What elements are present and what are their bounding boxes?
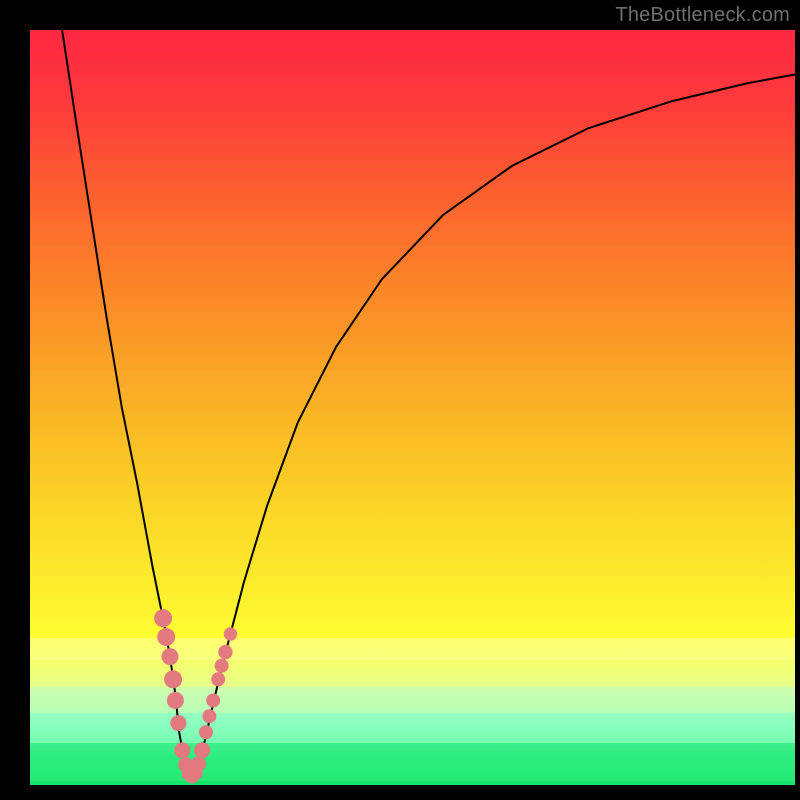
- data-point: [194, 742, 210, 758]
- data-point: [202, 709, 216, 723]
- watermark-text: TheBottleneck.com: [615, 4, 790, 27]
- data-point: [174, 742, 190, 758]
- data-point: [170, 715, 186, 731]
- data-point: [215, 659, 229, 673]
- bottleneck-curve: [62, 30, 795, 780]
- data-point: [191, 756, 206, 771]
- curve-layer: [30, 30, 795, 785]
- data-point: [164, 670, 182, 688]
- data-point: [206, 693, 220, 707]
- data-point: [218, 645, 232, 659]
- chart-frame: TheBottleneck.com: [0, 0, 800, 800]
- data-point: [211, 672, 225, 686]
- data-point: [154, 609, 172, 627]
- data-point: [199, 725, 213, 739]
- data-point: [157, 628, 175, 646]
- data-markers: [154, 609, 237, 783]
- data-point: [161, 648, 178, 665]
- data-point: [167, 692, 184, 709]
- plot-area: [30, 30, 795, 785]
- data-point: [224, 627, 237, 640]
